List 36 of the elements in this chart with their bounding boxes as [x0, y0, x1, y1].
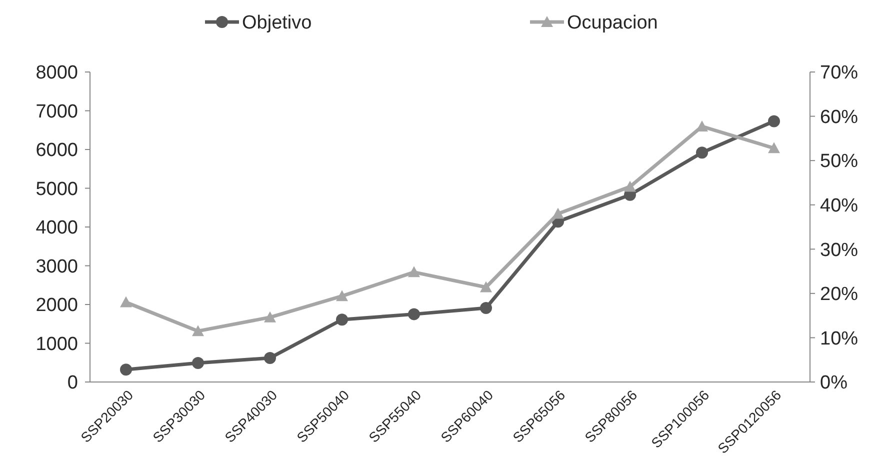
y2-tick-label: 0%: [820, 372, 848, 394]
legend-label: Objetivo: [242, 12, 312, 34]
y2-tick-label: 30%: [820, 240, 858, 261]
point: [192, 357, 204, 370]
legend-label: Ocupacion: [567, 12, 658, 34]
y2-tick-label: 20%: [820, 284, 858, 306]
point: [696, 146, 708, 159]
y2-tick-label: 10%: [820, 328, 858, 350]
point: [480, 281, 492, 292]
y-tick-label: 7000: [36, 101, 78, 122]
y2-tick-label: 60%: [820, 106, 858, 128]
y-tick-label: 2000: [36, 295, 78, 316]
point: [408, 266, 420, 278]
point: [408, 308, 420, 320]
point: [624, 180, 636, 192]
point: [768, 142, 780, 154]
point: [120, 296, 132, 308]
point: [120, 364, 132, 376]
y-tick-label: 4000: [36, 218, 78, 239]
point: [768, 115, 780, 128]
y-tick-label: 6000: [36, 140, 78, 162]
point: [552, 208, 564, 219]
point: [264, 352, 276, 364]
y-tick-label: 8000: [36, 62, 78, 84]
point: [336, 314, 348, 326]
point: [192, 325, 204, 336]
point: [264, 311, 276, 322]
y2-tick-label: 50%: [820, 151, 858, 172]
point: [480, 302, 492, 314]
point: [336, 290, 348, 302]
y2-tick-label: 70%: [820, 62, 858, 84]
y-tick-label: 1000: [36, 334, 78, 355]
y-tick-label: 0: [67, 372, 78, 394]
y-tick-label: 5000: [36, 178, 78, 200]
y-tick-label: 3000: [36, 256, 78, 278]
y2-tick-label: 40%: [820, 196, 858, 217]
